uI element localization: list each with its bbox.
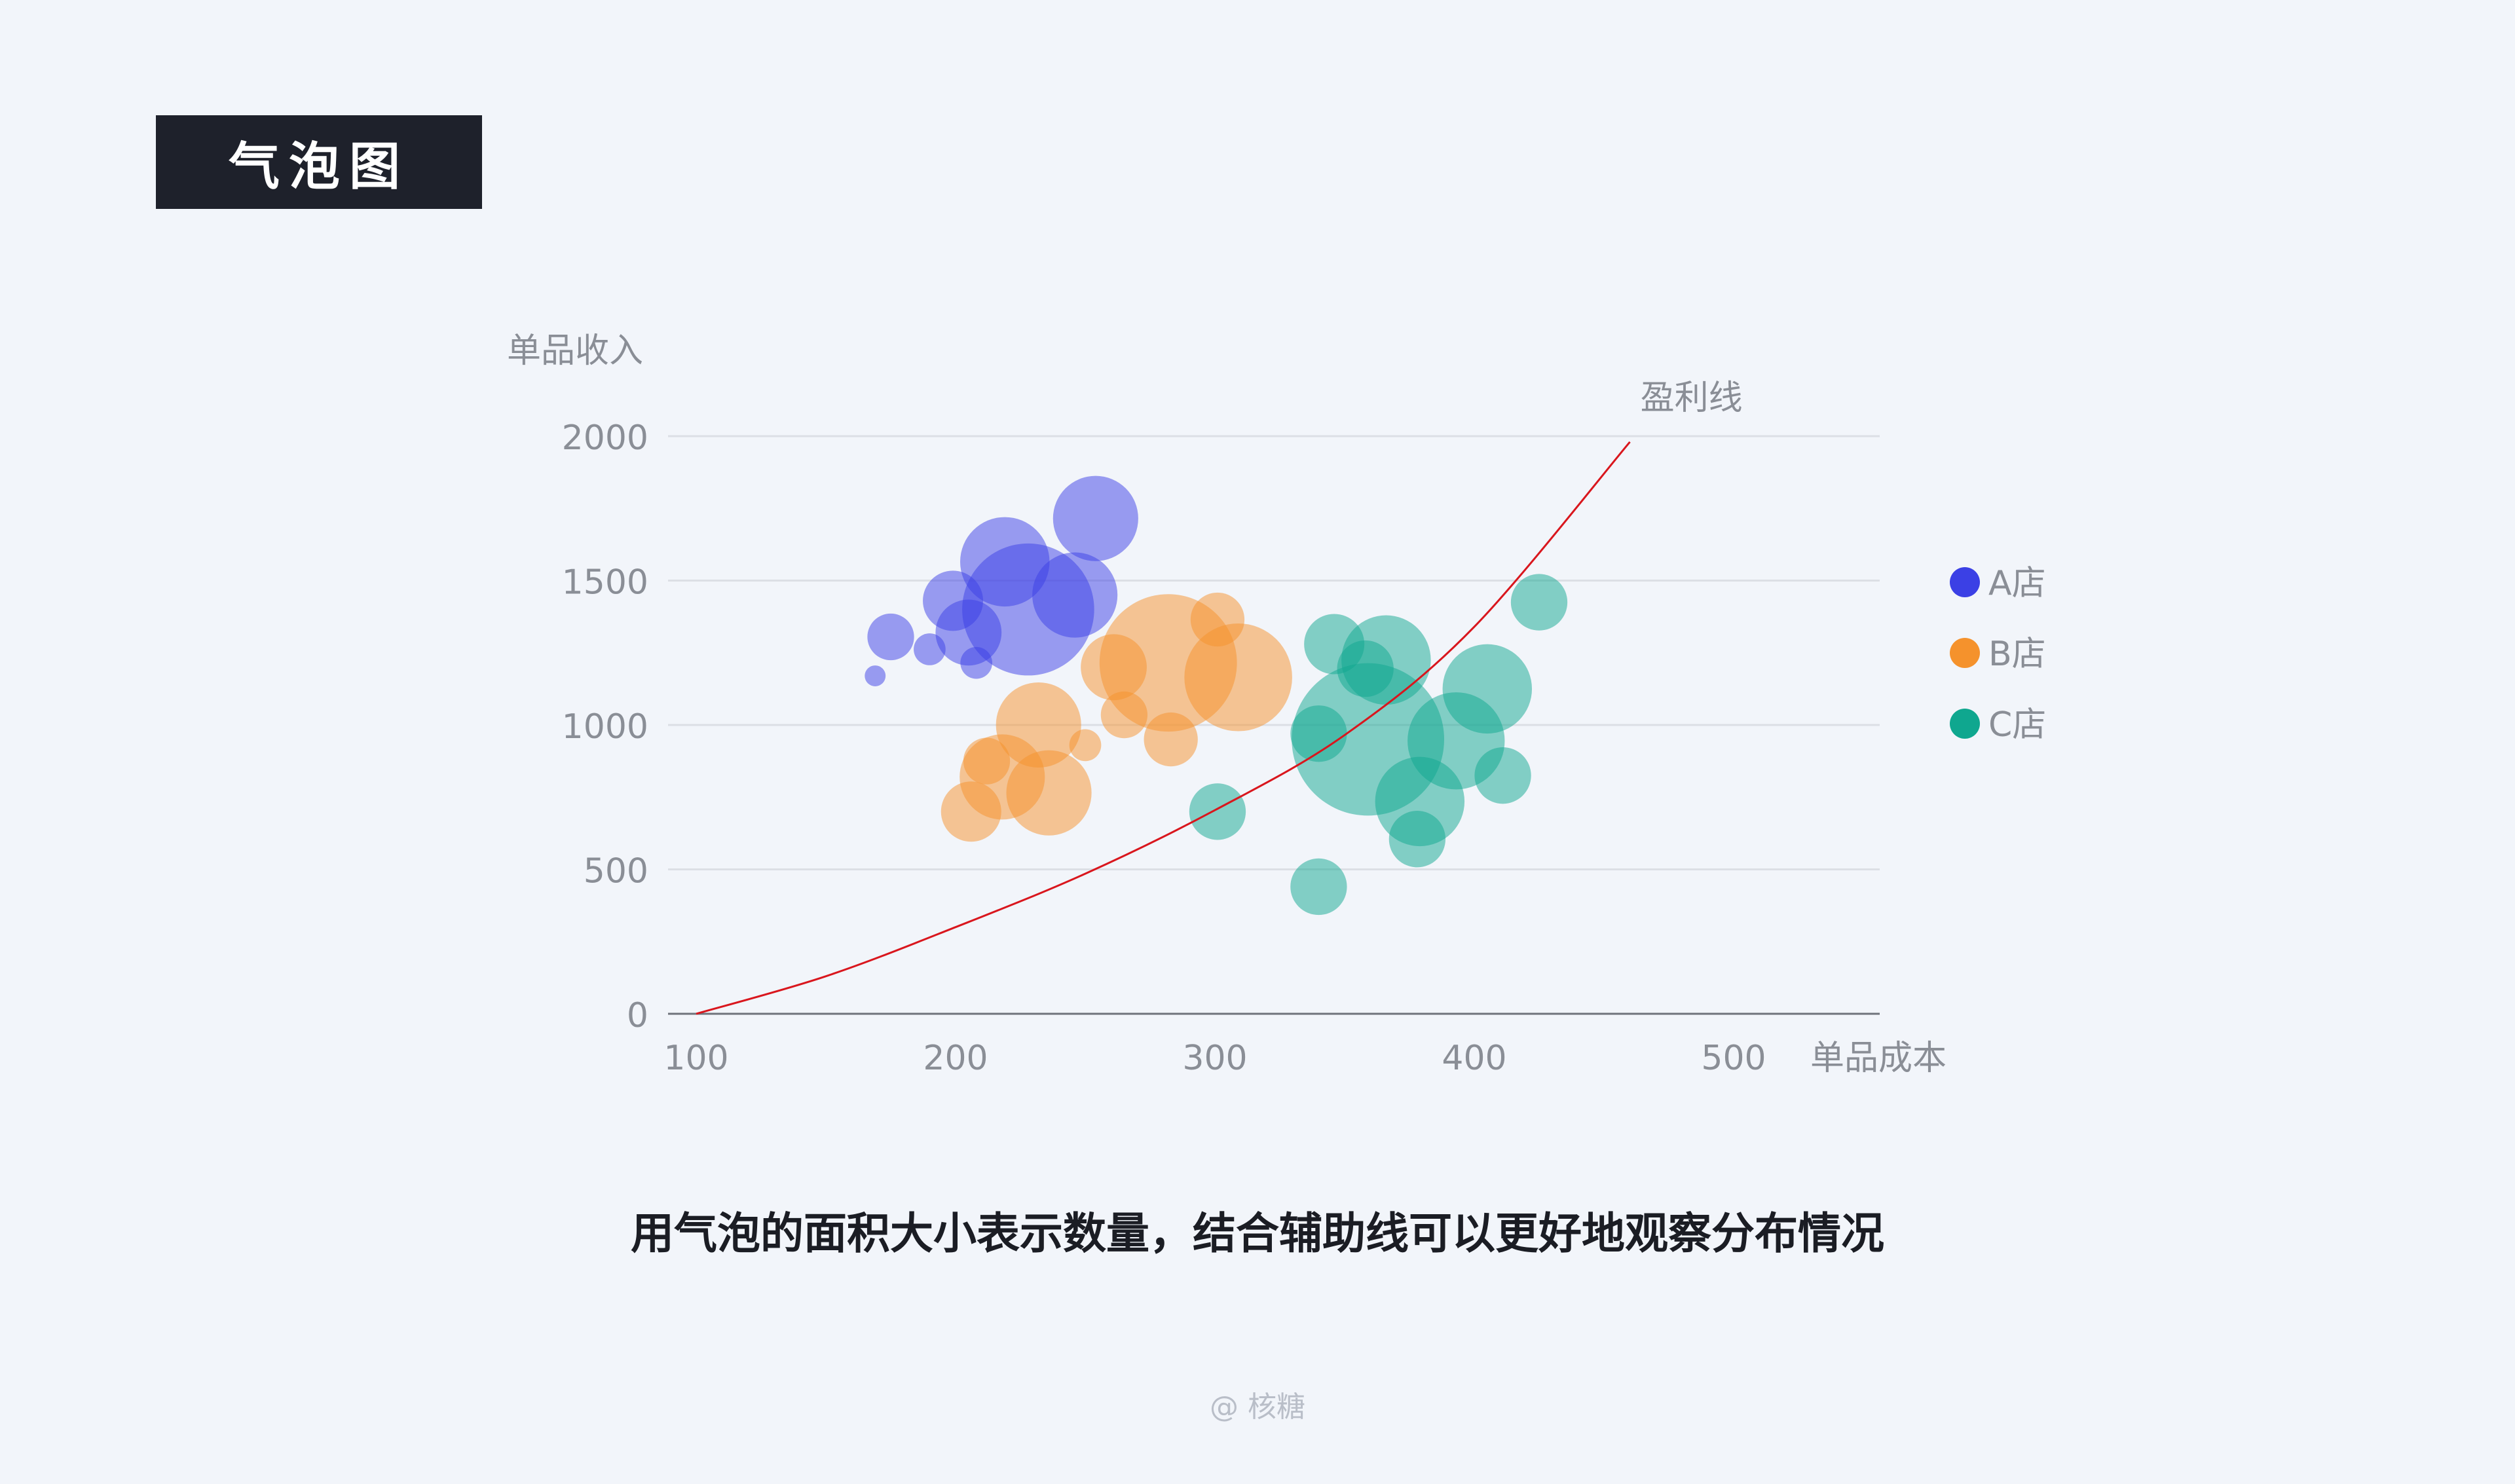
bubble-point[interactable] xyxy=(1053,475,1138,561)
bubble-point[interactable] xyxy=(867,613,914,661)
chart-caption: 用气泡的面积大小表示数量，结合辅助线可以更好地观察分布情况 xyxy=(631,1208,1884,1259)
axes: 0 500 1000 1500 2000 100 200 300 400 500 单品成本 单品收入 xyxy=(507,331,1947,1078)
bubble-point[interactable] xyxy=(1184,623,1292,732)
legend-label: B店 xyxy=(1988,635,2046,674)
reference-line: 盈利线 xyxy=(696,379,1743,1015)
legend: A店 B店 C店 xyxy=(1950,564,2046,745)
bubble-point[interactable] xyxy=(1474,747,1531,804)
bubble-point[interactable] xyxy=(996,682,1081,768)
bubble-point[interactable] xyxy=(865,665,886,686)
bubble-point[interactable] xyxy=(1144,712,1198,767)
title-badge: 气泡图 xyxy=(156,115,482,209)
x-tick-label: 200 xyxy=(923,1039,988,1078)
legend-label: C店 xyxy=(1988,705,2046,745)
legend-marker xyxy=(1950,567,1980,597)
y-tick-label: 500 xyxy=(584,852,648,891)
y-tick-label: 1500 xyxy=(562,563,648,603)
y-tick-label: 2000 xyxy=(562,418,648,458)
x-axis-title: 单品成本 xyxy=(1810,1039,1947,1078)
bubble-point[interactable] xyxy=(1189,783,1246,840)
profit-line-label: 盈利线 xyxy=(1641,379,1743,418)
bubble-point[interactable] xyxy=(1341,615,1431,705)
x-tick-label: 100 xyxy=(663,1039,728,1078)
page-title: 气泡图 xyxy=(228,137,409,196)
bubble-point[interactable] xyxy=(1442,644,1533,734)
author-credit: @ 核糖 xyxy=(1210,1390,1305,1424)
bubble-point[interactable] xyxy=(1006,750,1092,836)
y-tick-label: 1000 xyxy=(562,707,648,747)
legend-marker xyxy=(1950,638,1980,668)
x-tick-label: 300 xyxy=(1182,1039,1247,1078)
bubble-point[interactable] xyxy=(1069,729,1102,762)
grid-lines xyxy=(668,435,1880,870)
bubble-point[interactable] xyxy=(1032,552,1118,638)
bubble-point[interactable] xyxy=(1290,858,1347,916)
x-tick-label: 500 xyxy=(1701,1039,1766,1078)
bubble-point[interactable] xyxy=(1510,574,1568,631)
y-axis-title: 单品收入 xyxy=(507,331,643,371)
legend-label: A店 xyxy=(1988,564,2046,603)
bubbles xyxy=(865,475,1568,916)
profit-line xyxy=(696,441,1631,1015)
y-tick-label: 0 xyxy=(627,996,648,1035)
x-tick-label: 400 xyxy=(1442,1039,1506,1078)
legend-marker xyxy=(1950,709,1980,739)
